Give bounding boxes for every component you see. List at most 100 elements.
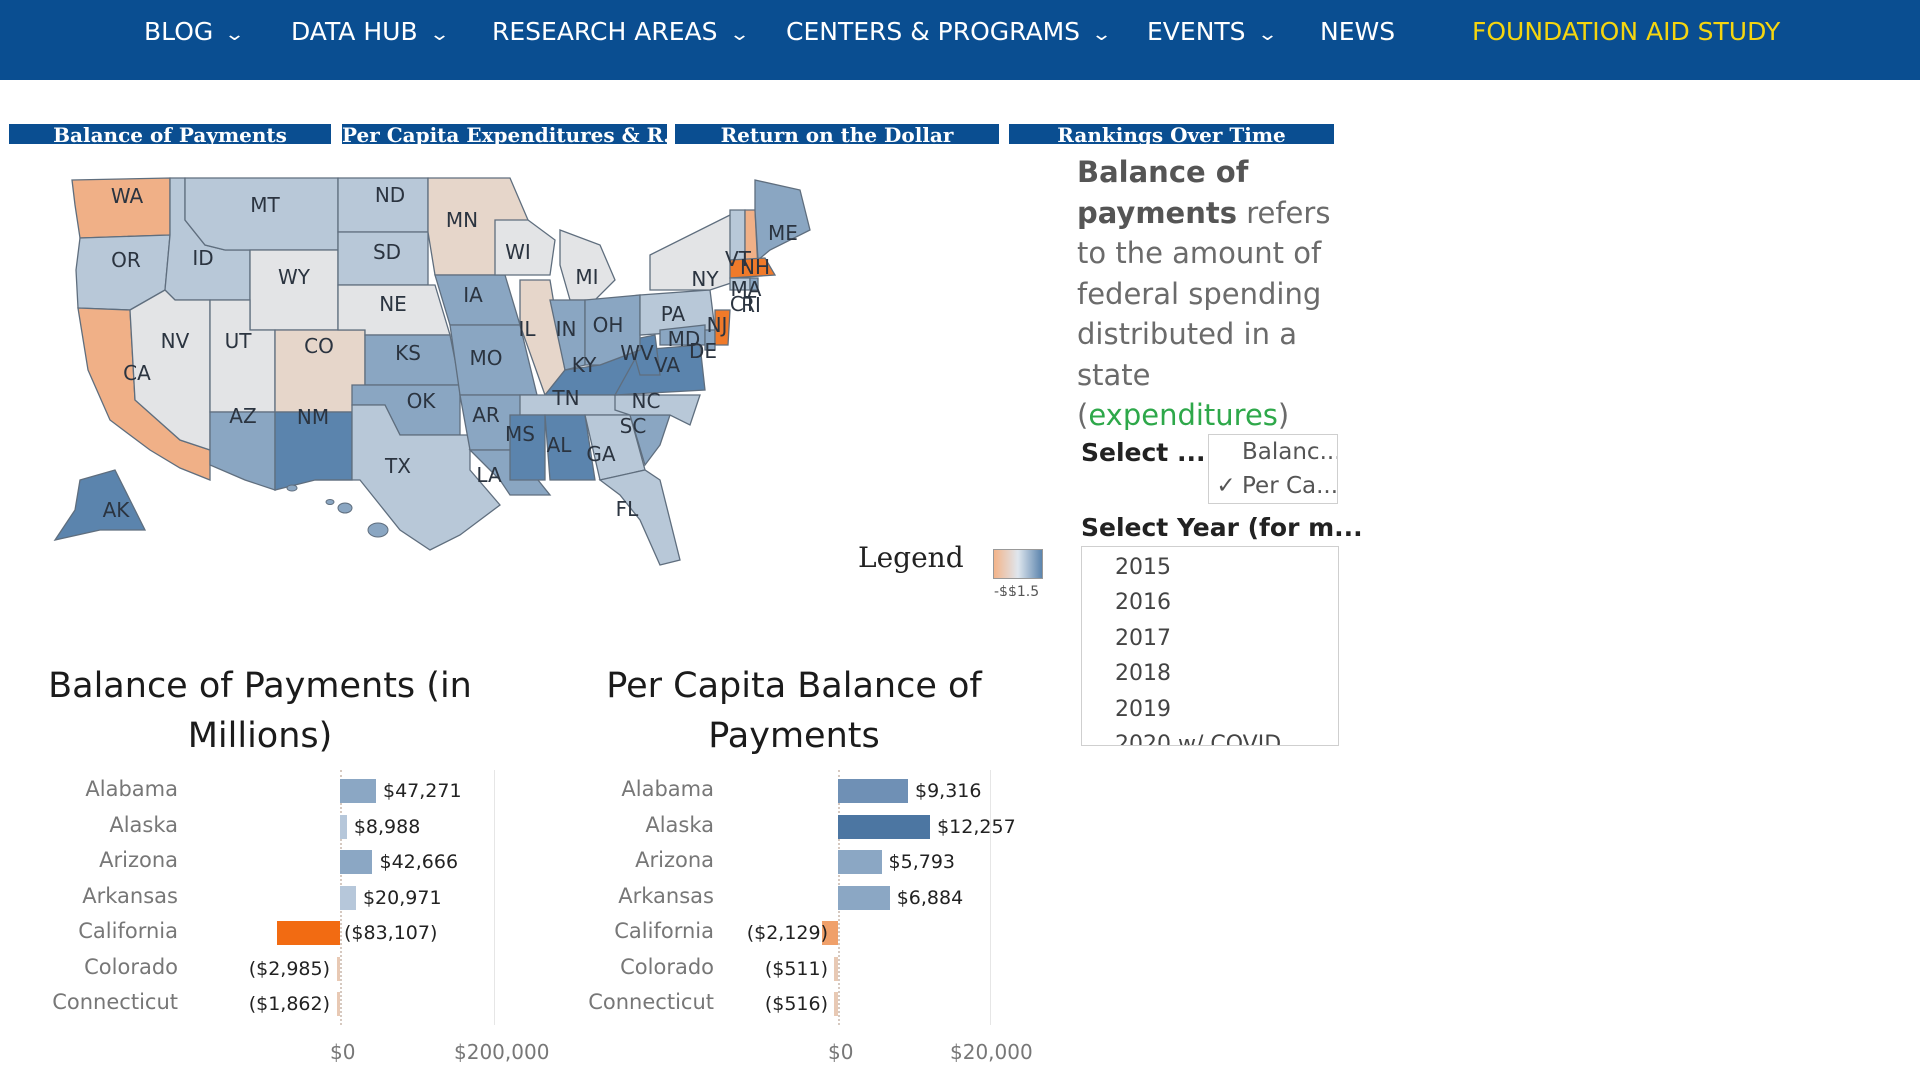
state-label-ct: CT — [730, 292, 757, 316]
state-label-ar: AR — [472, 403, 500, 427]
state-label-sc: SC — [620, 414, 647, 438]
state-ms[interactable] — [509, 414, 546, 481]
tab-rankings-over-time[interactable]: Rankings Over Time — [1009, 124, 1334, 144]
state-oh[interactable] — [584, 294, 641, 366]
state-label-mo: MO — [470, 346, 503, 370]
state-label-ne: NE — [379, 292, 407, 316]
bar-value-label: $5,793 — [888, 851, 955, 873]
nav-data-hub[interactable]: DATA HUB ⌄ — [291, 0, 450, 64]
state-ri[interactable] — [749, 277, 759, 291]
state-label-nc: NC — [632, 389, 661, 413]
bar[interactable] — [337, 956, 340, 981]
state-label-wv: WV — [620, 341, 654, 365]
category-label: Arizona — [99, 848, 178, 872]
chevron-down-icon: ⌄ — [428, 24, 450, 45]
state-label-ut: UT — [225, 329, 253, 353]
top-navigation-bar: BLOG ⌄ DATA HUB ⌄ RESEARCH AREAS ⌄ CENTERS … — [0, 0, 1920, 80]
state-nj[interactable] — [714, 309, 731, 346]
chart-title-balance: Balance of Payments (in Millions) — [48, 666, 472, 756]
bar[interactable] — [276, 921, 340, 945]
bar[interactable] — [834, 992, 838, 1016]
nav-foundation-aid-study-label: FOUNDATION AID STUDY — [1472, 17, 1781, 46]
tab-return-on-the-dollar[interactable]: Return on the Dollar — [675, 124, 999, 144]
option-per-capita[interactable]: ✓ Per Ca... — [1209, 469, 1337, 503]
state-tx[interactable] — [315, 404, 501, 551]
bar[interactable] — [838, 850, 882, 874]
year-option[interactable]: 2015 — [1115, 555, 1171, 580]
state-label-ca: CA — [123, 361, 151, 385]
bar[interactable] — [838, 814, 931, 839]
state-nc[interactable] — [614, 394, 701, 426]
option-balance[interactable]: Balanc... — [1209, 435, 1337, 469]
bar[interactable] — [340, 779, 376, 803]
nav-news[interactable]: NEWS — [1320, 0, 1395, 64]
state-label-mi: MI — [575, 265, 598, 289]
bar-value-label: $47,271 — [383, 780, 462, 802]
bar[interactable] — [340, 885, 356, 910]
state-de[interactable] — [704, 329, 716, 351]
nav-news-label: NEWS — [1320, 17, 1396, 46]
bar[interactable] — [822, 921, 838, 945]
bar[interactable] — [340, 850, 373, 874]
bar-value-label: ($2,129) — [746, 922, 828, 944]
state-al[interactable] — [544, 414, 596, 481]
nav-centers-programs[interactable]: CENTERS & PROGRAMS ⌄ — [786, 0, 1112, 64]
option-balance-label: Balanc... — [1242, 439, 1337, 465]
state-label-mt: MT — [250, 193, 280, 217]
tab-balance-of-payments[interactable]: Balance of Payments — [9, 124, 331, 144]
nav-events[interactable]: EVENTS ⌄ — [1147, 0, 1278, 64]
legend-color-swatch[interactable] — [993, 549, 1043, 579]
state-ny[interactable] — [649, 214, 741, 291]
state-fl[interactable] — [598, 469, 681, 566]
year-list[interactable]: 2015 2016 2017 2018 2019 2020 w/ COVID — [1081, 546, 1339, 746]
category-label: Alaska — [109, 812, 178, 837]
nav-foundation-aid-study[interactable]: FOUNDATION AID STUDY — [1472, 0, 1780, 64]
bar[interactable] — [337, 992, 340, 1016]
hawaii-island[interactable] — [286, 484, 298, 492]
hawaii-island[interactable] — [367, 522, 389, 538]
measure-selector: Balanc... ✓ Per Ca... — [1208, 434, 1338, 504]
category-label: Alabama — [621, 777, 714, 801]
state-ma[interactable] — [729, 257, 777, 279]
state-me[interactable] — [754, 179, 811, 262]
state-label-fl: FL — [616, 497, 640, 521]
state-label-co: CO — [304, 334, 334, 358]
year-option[interactable]: 2018 — [1115, 661, 1171, 686]
nav-centers-programs-label: CENTERS & PROGRAMS — [786, 17, 1081, 46]
bar-value-label: ($516) — [764, 993, 828, 1015]
year-option[interactable]: 2017 — [1115, 626, 1171, 651]
category-label: Alabama — [85, 777, 178, 801]
state-label-ks: KS — [395, 341, 421, 365]
gridline — [990, 770, 991, 1025]
year-option[interactable]: 2019 — [1115, 697, 1171, 722]
bar[interactable] — [834, 956, 838, 981]
category-label: Colorado — [620, 954, 714, 979]
nav-blog[interactable]: BLOG ⌄ — [144, 0, 245, 64]
expenditures-link[interactable]: expenditures — [1088, 398, 1278, 430]
year-option[interactable]: 2016 — [1115, 590, 1171, 615]
state-label-wy: WY — [278, 265, 311, 289]
state-label-wi: WI — [505, 240, 531, 264]
state-label-ak: AK — [103, 498, 131, 522]
bar[interactable] — [838, 779, 908, 803]
state-wy[interactable] — [249, 249, 339, 331]
hawaii-island[interactable] — [337, 502, 353, 514]
bar-value-label: $9,316 — [915, 780, 982, 802]
nav-research-areas[interactable]: RESEARCH AREAS ⌄ — [492, 0, 750, 64]
bar-value-label: $8,988 — [353, 815, 421, 838]
description-body: refers to the amount of federal spending… — [1077, 195, 1331, 431]
category-label: Alaska — [645, 812, 714, 837]
state-az[interactable] — [209, 411, 276, 491]
year-option[interactable]: 2020 w/ COVID — [1115, 732, 1282, 746]
category-label: California — [614, 919, 714, 943]
bar[interactable] — [838, 885, 890, 910]
nav-blog-label: BLOG — [144, 17, 214, 46]
nav-events-label: EVENTS — [1147, 17, 1246, 46]
nav-research-areas-label: RESEARCH AREAS — [492, 17, 718, 46]
hawaii-island[interactable] — [325, 499, 335, 505]
tab-per-capita-expenditures[interactable]: Per Capita Expenditures & R... — [342, 124, 667, 144]
state-label-sd: SD — [373, 240, 401, 264]
state-wi[interactable] — [494, 219, 556, 276]
state-ak[interactable] — [53, 469, 147, 541]
bar[interactable] — [340, 814, 347, 839]
